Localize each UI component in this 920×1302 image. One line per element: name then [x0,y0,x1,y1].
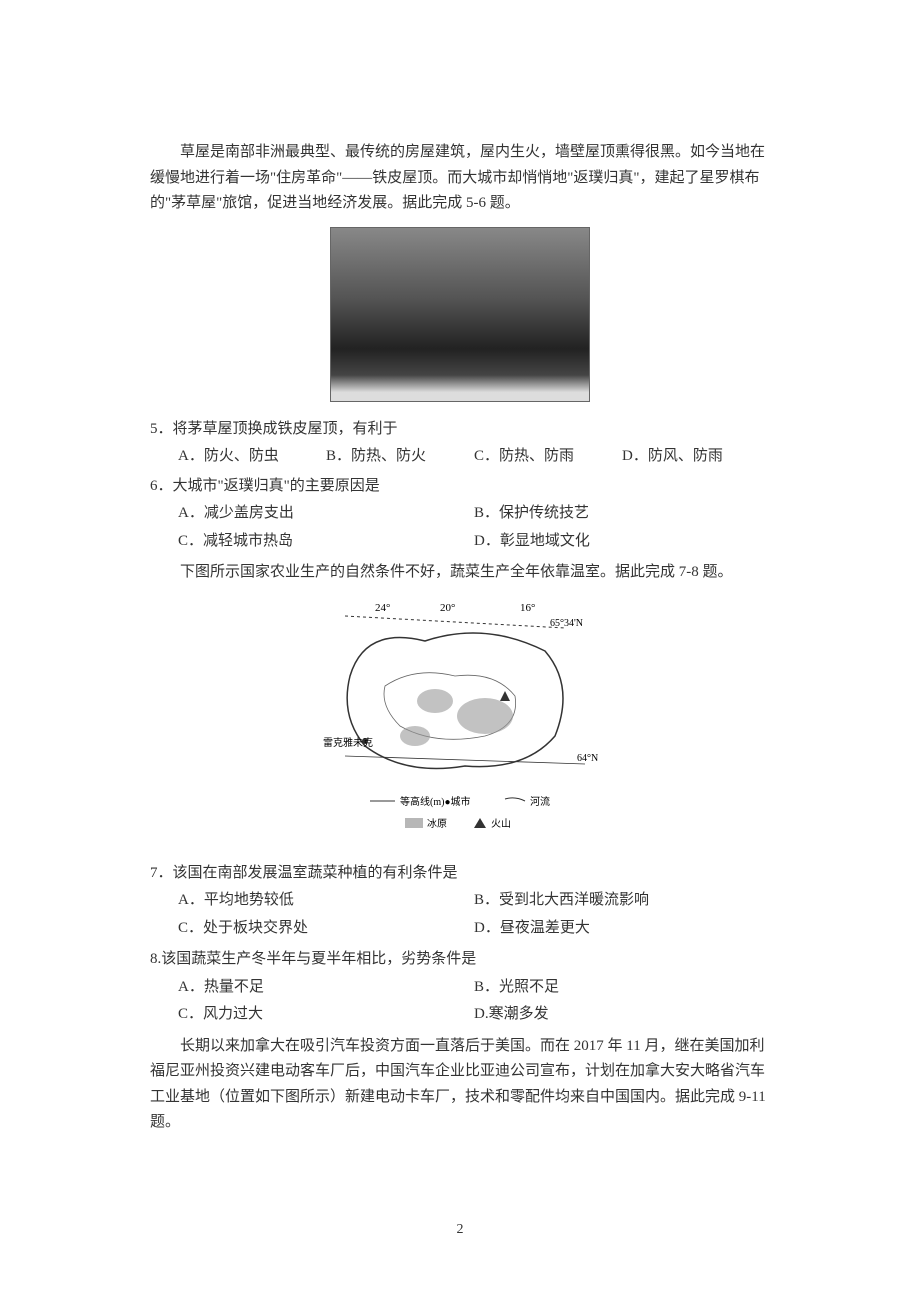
q5-opt-c: C．防热、防雨 [474,444,622,470]
q5-options: A．防火、防虫 B．防热、防火 C．防热、防雨 D．防风、防雨 [150,444,770,470]
iceland-map: 24° 20° 16° 65°34'N 雷克雅未克 64°N 等高线(m)●城市… [305,596,615,846]
thatched-hut-photo [330,227,590,402]
glacier-hatch [400,689,513,746]
lon-16: 16° [520,602,535,614]
legend-volcano: 火山 [491,818,511,830]
q6-stem: 6．大城市"返璞归真"的主要原因是 [150,474,770,500]
legend-river: 河流 [530,795,550,808]
q8-opt-d: D.寒潮多发 [474,1002,770,1028]
q7-opt-a: A．平均地势较低 [178,888,474,914]
passage-3: 长期以来加拿大在吸引汽车投资方面一直落后于美国。而在 2017 年 11 月，继… [150,1034,770,1136]
q5-opt-b: B．防热、防火 [326,444,474,470]
q7-opt-d: D．昼夜温差更大 [474,916,770,942]
figure-1-container [150,227,770,402]
q6-opt-a: A．减少盖房支出 [178,501,474,527]
lat-65: 65°34'N [550,618,583,629]
q8-opt-a: A．热量不足 [178,975,474,1001]
q5-opt-a: A．防火、防虫 [178,444,326,470]
question-7: 7．该国在南部发展温室蔬菜种植的有利条件是 A．平均地势较低 B．受到北大西洋暖… [150,861,770,944]
legend: 等高线(m)●城市 河流 冰原 火山 [370,795,550,830]
q7-stem: 7．该国在南部发展温室蔬菜种植的有利条件是 [150,861,770,887]
passage-2: 下图所示国家农业生产的自然条件不好，蔬菜生产全年依靠温室。据此完成 7-8 题。 [150,560,770,586]
page-number: 2 [0,1218,920,1242]
passage-1: 草屋是南部非洲最典型、最传统的房屋建筑，屋内生火，墙壁屋顶熏得很黑。如今当地在缓… [150,140,770,217]
question-6: 6．大城市"返璞归真"的主要原因是 A．减少盖房支出 B．保护传统技艺 C．减轻… [150,474,770,557]
q5-opt-d: D．防风、防雨 [622,444,770,470]
q8-opt-c: C．风力过大 [178,1002,474,1028]
lon-24: 24° [375,602,390,614]
legend-glacier: 冰原 [427,817,447,830]
legend-contour: 等高线(m)●城市 [400,795,470,808]
q7-opt-b: B．受到北大西洋暖流影响 [474,888,770,914]
city-label: 雷克雅未克 [323,736,373,749]
q6-options: A．减少盖房支出 B．保护传统技艺 C．减轻城市热岛 D．彰显地域文化 [150,501,770,556]
q7-options: A．平均地势较低 B．受到北大西洋暖流影响 C．处于板块交界处 D．昼夜温差更大 [150,888,770,943]
figure-2-container: 24° 20° 16° 65°34'N 雷克雅未克 64°N 等高线(m)●城市… [150,596,770,846]
question-5: 5．将茅草屋顶换成铁皮屋顶，有利于 A．防火、防虫 B．防热、防火 C．防热、防… [150,417,770,470]
q6-opt-b: B．保护传统技艺 [474,501,770,527]
q6-opt-c: C．减轻城市热岛 [178,529,474,555]
q6-opt-d: D．彰显地域文化 [474,529,770,555]
lon-20: 20° [440,602,455,614]
q8-opt-b: B．光照不足 [474,975,770,1001]
volcano-icon [500,691,510,701]
q7-opt-c: C．处于板块交界处 [178,916,474,942]
q8-options: A．热量不足 B．光照不足 C．风力过大 D.寒潮多发 [150,975,770,1030]
question-8: 8.该国蔬菜生产冬半年与夏半年相比，劣势条件是 A．热量不足 B．光照不足 C．… [150,947,770,1030]
lat-64: 64°N [577,753,598,764]
q8-stem: 8.该国蔬菜生产冬半年与夏半年相比，劣势条件是 [150,947,770,973]
q5-stem: 5．将茅草屋顶换成铁皮屋顶，有利于 [150,417,770,443]
